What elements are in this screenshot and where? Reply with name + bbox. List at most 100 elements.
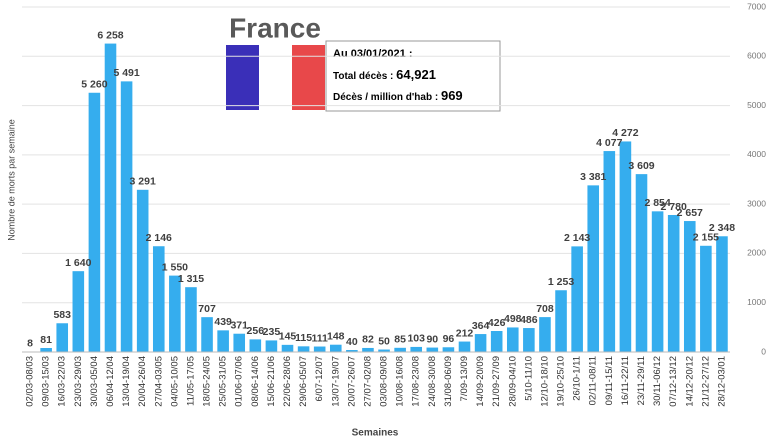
x-tick-label: 06/04-12/04 <box>105 356 116 407</box>
bar <box>523 328 535 352</box>
value-label: 1 315 <box>178 273 204 285</box>
value-label: 148 <box>327 330 345 342</box>
bar <box>169 275 181 352</box>
x-tick-label: 26/10-1/11 <box>572 356 583 401</box>
y-tick-label: 3000 <box>747 198 766 208</box>
x-tick-label: 25/05-31/05 <box>218 356 229 407</box>
value-label: 8 <box>27 337 33 349</box>
value-label: 82 <box>362 334 374 346</box>
value-label: 2 146 <box>146 232 172 244</box>
value-label: 3 291 <box>130 176 156 188</box>
value-label: 3 381 <box>580 171 606 183</box>
x-tick-label: 08/06-14/06 <box>250 356 261 407</box>
bar <box>410 346 423 352</box>
chart-title: France <box>229 12 321 43</box>
x-tick-label: 12/10-18/10 <box>539 356 550 407</box>
value-label: 90 <box>426 333 438 345</box>
x-tick-label: 28/09-04/10 <box>507 356 518 407</box>
x-tick-label: 23/11-29/11 <box>636 356 647 405</box>
value-label: 5 260 <box>81 79 107 91</box>
value-label: 103 <box>407 333 425 345</box>
x-tick-label: 30/11-06/12 <box>652 356 663 406</box>
x-tick-label: 31/08-06/09 <box>443 356 454 407</box>
value-label: 81 <box>40 334 52 346</box>
bar <box>587 185 600 352</box>
x-tick-label: 20/07-26/07 <box>346 356 357 407</box>
value-label: 364 <box>472 320 490 332</box>
bar <box>539 317 551 352</box>
bar <box>56 323 69 352</box>
bar <box>88 92 101 352</box>
value-label: 145 <box>279 331 297 343</box>
value-label: 96 <box>443 333 455 345</box>
bar <box>201 317 213 352</box>
bar <box>700 245 712 352</box>
bar <box>297 346 310 352</box>
bar <box>233 333 246 352</box>
bar <box>104 43 117 352</box>
x-tick-label: 10/08-16/08 <box>395 356 406 407</box>
bar <box>571 246 583 352</box>
x-tick-label: 14/09-20/09 <box>475 356 486 407</box>
x-tick-label: 02/03-08/03 <box>25 356 36 407</box>
x-axis-title: Semaines <box>352 428 399 439</box>
flag-red <box>292 45 325 110</box>
y-tick-label: 7000 <box>747 1 766 11</box>
bar <box>716 236 728 352</box>
x-tick-label: 30/03-05/04 <box>89 356 100 407</box>
x-tick-label: 20/04-26/04 <box>137 356 148 407</box>
bar <box>474 334 487 352</box>
y-tick-label: 0 <box>761 346 766 356</box>
y-tick-label: 4000 <box>747 149 766 159</box>
value-label: 708 <box>536 303 554 315</box>
x-tick-label: 09/03-15/03 <box>41 356 52 407</box>
bar <box>667 214 680 352</box>
bar <box>281 344 294 352</box>
value-label: 3 609 <box>628 160 654 172</box>
info-box <box>325 40 501 112</box>
x-tick-label: 13/04-19/04 <box>121 356 132 407</box>
value-label: 212 <box>456 327 474 339</box>
bar <box>619 141 632 352</box>
x-tick-label: 29/06-05/07 <box>298 356 309 407</box>
info-total-value: 64,921 <box>396 67 436 82</box>
bar <box>152 246 165 352</box>
x-tick-label: 24/08-30/08 <box>427 356 438 407</box>
bar <box>265 340 278 352</box>
x-tick-label: 19/10-25/10 <box>556 356 567 407</box>
flag-blue <box>226 45 259 110</box>
value-label: 707 <box>198 303 216 315</box>
value-label: 40 <box>346 336 358 348</box>
value-label: 2 854 <box>644 197 670 209</box>
value-label: 371 <box>230 319 248 331</box>
value-label: 426 <box>488 317 506 329</box>
x-tick-label: 27/04-03/05 <box>153 356 164 407</box>
y-tick-label: 6000 <box>747 51 766 61</box>
x-tick-label: 14/12-20/12 <box>684 356 695 407</box>
x-tick-label: 11/05-17/05 <box>185 356 196 406</box>
x-tick-label: 28/12-03/01 <box>716 356 727 407</box>
info-date: Au 03/01/2021 : <box>333 48 413 60</box>
info-pm-value: 969 <box>441 88 463 103</box>
value-label: 4 272 <box>612 127 638 139</box>
x-tick-label: 17/08-23/08 <box>411 356 422 407</box>
x-tick-label: 18/05-24/05 <box>202 356 213 407</box>
value-label: 1 253 <box>548 276 574 288</box>
bar <box>442 347 455 352</box>
x-tick-label: 09/11-15/11 <box>604 356 615 405</box>
value-label: 439 <box>214 316 232 328</box>
y-tick-label: 1000 <box>747 297 766 307</box>
value-label: 2 143 <box>564 232 590 244</box>
y-axis-title: Nombre de morts par semaine <box>6 119 16 241</box>
x-tick-label: 01/06-07/06 <box>234 356 245 407</box>
value-label: 5 491 <box>113 67 139 79</box>
info-total-label: Total décès : <box>333 71 396 82</box>
value-label: 235 <box>263 326 281 338</box>
x-tick-label: 23/03-29/03 <box>73 356 84 407</box>
value-label: 498 <box>504 313 522 325</box>
info-total: Total décès : 64,921 <box>333 67 436 82</box>
x-tick-label: 13/07-19/07 <box>330 356 341 407</box>
x-tick-label: 21/12-27/12 <box>700 356 711 407</box>
bar <box>458 341 471 352</box>
x-tick-label: 5/10-11/10 <box>523 356 534 401</box>
